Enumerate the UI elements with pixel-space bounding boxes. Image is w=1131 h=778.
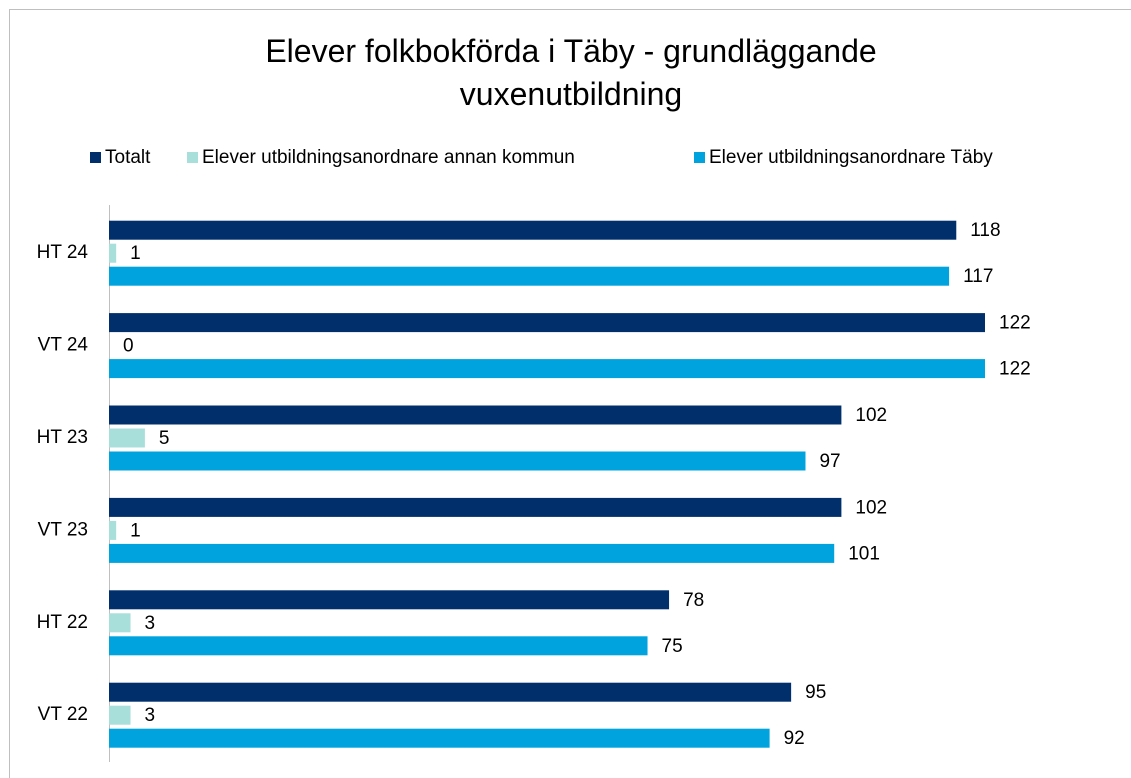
bar xyxy=(109,682,792,702)
bar xyxy=(109,266,950,286)
bar xyxy=(109,405,842,425)
bar xyxy=(109,243,117,263)
y-tick-label: VT 22 xyxy=(38,704,88,725)
data-label: 78 xyxy=(683,590,704,611)
bar xyxy=(109,220,957,240)
legend-label: Elever utbildningsanordnare annan kommun xyxy=(202,147,575,168)
data-label: 97 xyxy=(819,451,840,472)
legend-label: Elever utbildningsanordnare Täby xyxy=(709,147,993,168)
bar xyxy=(109,613,131,633)
y-tick-label: VT 24 xyxy=(38,335,89,356)
y-tick-label: HT 22 xyxy=(37,612,88,633)
chart-title: Elever folkbokförda i Täby - grundläggan… xyxy=(265,33,877,112)
bar xyxy=(109,520,117,540)
data-label: 101 xyxy=(848,543,880,564)
data-label: 118 xyxy=(970,220,1000,241)
bar xyxy=(109,705,131,725)
data-label: 102 xyxy=(855,405,887,426)
legend-swatch xyxy=(694,152,705,163)
chart-border xyxy=(9,9,1131,778)
bar xyxy=(109,636,648,656)
bar xyxy=(109,543,835,563)
y-tick-label: HT 24 xyxy=(37,242,89,263)
data-label: 5 xyxy=(159,428,170,449)
legend-swatch xyxy=(90,152,101,163)
legend-swatch xyxy=(187,152,198,163)
bar xyxy=(109,590,670,610)
y-tick-label: HT 23 xyxy=(37,427,88,448)
legend-label: Totalt xyxy=(105,147,151,168)
data-label: 122 xyxy=(999,313,1031,334)
bar xyxy=(109,451,806,471)
data-label: 92 xyxy=(784,728,805,749)
data-label: 3 xyxy=(145,705,156,726)
data-label: 1 xyxy=(130,520,141,541)
y-tick-label: VT 23 xyxy=(38,519,88,540)
bar xyxy=(109,359,985,379)
data-label: 122 xyxy=(999,359,1031,380)
data-label: 75 xyxy=(662,636,683,657)
bar xyxy=(109,428,145,448)
data-label: 117 xyxy=(963,266,993,287)
bar xyxy=(109,313,985,333)
data-label: 1 xyxy=(130,243,141,264)
data-label: 95 xyxy=(805,682,826,703)
bar xyxy=(109,728,770,748)
bar xyxy=(109,497,842,517)
data-label: 0 xyxy=(123,336,134,357)
data-label: 3 xyxy=(145,613,156,634)
data-label: 102 xyxy=(855,497,887,518)
